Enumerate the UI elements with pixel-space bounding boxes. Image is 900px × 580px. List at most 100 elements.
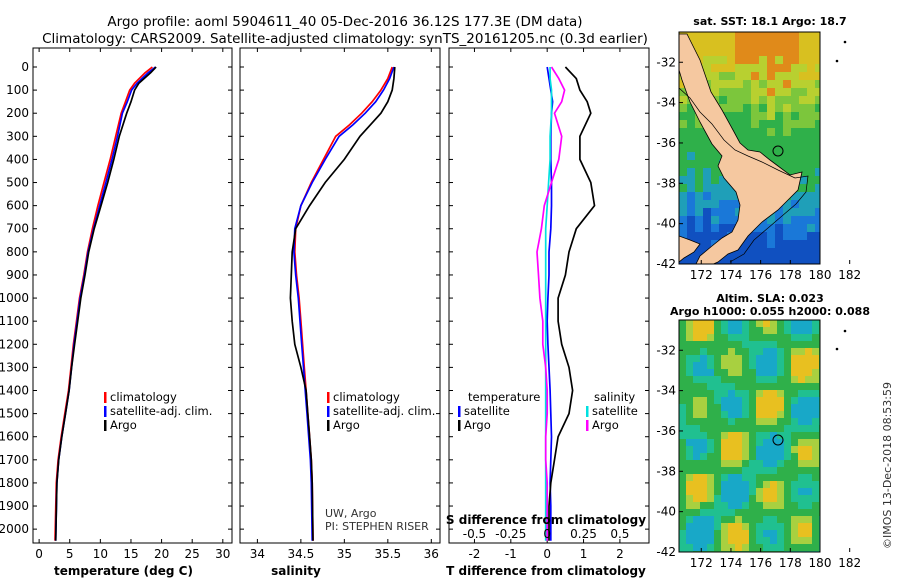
sla-map-cell (707, 467, 714, 474)
sla-map-cell (693, 474, 700, 481)
sst-map-cell (711, 48, 719, 56)
sla-map-cell (777, 425, 784, 432)
sla-map-cell (812, 509, 819, 516)
sla-map-cell (770, 376, 777, 383)
temperature-panel-xtick-label: 30 (215, 547, 230, 561)
sst-map-cell (695, 216, 703, 224)
sla-map-cell (700, 348, 707, 355)
sst-map-cell (791, 216, 799, 224)
temperature-panel-ytick-label: 600 (6, 199, 29, 213)
difference-panel-temperature-legend-label: Argo (464, 418, 491, 432)
sst-map-cell (799, 216, 807, 224)
sla-map-cell (742, 488, 749, 495)
sla-map-cell (763, 348, 770, 355)
sla-map-cell (721, 404, 728, 411)
sst-map-cell (791, 200, 799, 208)
sla-map-cell (749, 327, 756, 334)
temperature-panel-ytick-label: 200 (6, 106, 29, 120)
sla-map-cell (756, 397, 763, 404)
sla-map-cell (721, 334, 728, 341)
sla-map-cell (770, 523, 777, 530)
sla-map-cell (756, 355, 763, 362)
sla-map-cell (742, 453, 749, 460)
sst-map-cell (711, 40, 719, 48)
sla-map-cell (784, 509, 791, 516)
sla-map-cell (693, 418, 700, 425)
sla-map-cell (763, 516, 770, 523)
sla-map-cell (756, 418, 763, 425)
sst-map-cell (799, 208, 807, 216)
sla-map-cell (798, 327, 805, 334)
sla-map-cell (805, 467, 812, 474)
sst-map-cell (807, 248, 815, 256)
sla-map-cell (770, 390, 777, 397)
sst-map-cell (775, 224, 783, 232)
sla-map-cell (812, 397, 819, 404)
sla-map-cell (735, 481, 742, 488)
sla-map-cell (679, 460, 686, 467)
sst-map-cell (727, 192, 735, 200)
difference-panel-xtick-label: -2 (468, 547, 480, 561)
sla-map-cell (805, 481, 812, 488)
difference-panel-secondary-xtick-label: -0.5 (463, 527, 486, 541)
sla-map-cell (742, 509, 749, 516)
sla-map-cell (756, 341, 763, 348)
sst-map-cell (767, 96, 775, 104)
sla-map-cell (812, 341, 819, 348)
sst-map-cell (751, 88, 759, 96)
sla-map-cell (742, 327, 749, 334)
sst-map-cell (807, 200, 815, 208)
sla-map-cell (770, 509, 777, 516)
sla-map-cell (770, 362, 777, 369)
salinity-panel: 34 34.5 35 35.5 36 salinity climatologysatelli… (239, 47, 441, 578)
sst-map-cell (743, 144, 751, 152)
sst-map-cell (687, 224, 695, 232)
sla-map-cell (791, 523, 798, 530)
sla-map-cell (763, 390, 770, 397)
sst-map-cell (775, 104, 783, 112)
sst-map-cell (711, 208, 719, 216)
sst-map-cell (719, 256, 727, 264)
sla-map-cell (791, 390, 798, 397)
sla-map-cell (756, 523, 763, 530)
sst-map-cell (687, 160, 695, 168)
sst-map-cell (695, 152, 703, 160)
sst-map-cell (703, 72, 711, 80)
sst-map-cell (719, 56, 727, 64)
sla-map-cell (686, 432, 693, 439)
sla-map-cell (728, 481, 735, 488)
sst-map-cell (791, 240, 799, 248)
sla-map-cell (742, 355, 749, 362)
sla-map-cell (742, 460, 749, 467)
difference-panel-legend-temperature-heading: temperature (468, 390, 540, 404)
sla-map-cell (812, 446, 819, 453)
sla-map-cell (714, 530, 721, 537)
sst-map-cell (767, 152, 775, 160)
sla-map-cell (756, 439, 763, 446)
sst-map-cell (783, 120, 791, 128)
sla-map-cell (721, 460, 728, 467)
sla-map-cell (686, 495, 693, 502)
sla-map-cell (770, 369, 777, 376)
sla-map-cell (812, 474, 819, 481)
sla-map-cell (707, 453, 714, 460)
sla-map-cell (763, 376, 770, 383)
sla-map-cell (756, 474, 763, 481)
sla-map-cell (714, 509, 721, 516)
sla-map-cell (742, 362, 749, 369)
sla-map-cell (686, 516, 693, 523)
sla-map-cell (735, 369, 742, 376)
sst-map-cell (807, 144, 815, 152)
sla-map-cell (693, 390, 700, 397)
sla-map-cell (770, 327, 777, 334)
sla-map-cell (798, 397, 805, 404)
sla-map-cell (791, 439, 798, 446)
sla-map-cell (700, 453, 707, 460)
sst-map-cell (703, 160, 711, 168)
sla-map-cell (707, 383, 714, 390)
sst-map-cell (687, 152, 695, 160)
sla-map-cell (756, 446, 763, 453)
sla-map-cell (707, 390, 714, 397)
sla-map-cell (707, 523, 714, 530)
sst-map-cell (751, 96, 759, 104)
